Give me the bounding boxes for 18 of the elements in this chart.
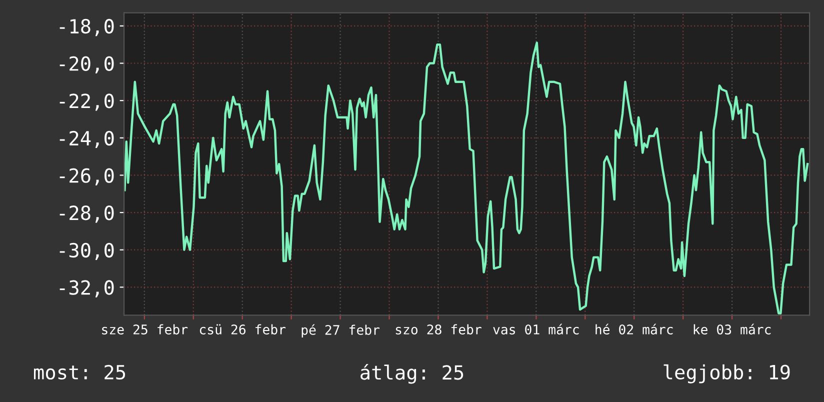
x-tick-label: vas 01 márc	[493, 324, 579, 334]
x-tick-label: csü 26 febr	[200, 324, 286, 334]
y-tick-label: -20,0	[60, 56, 114, 74]
x-tick-label: pé 27 febr	[302, 324, 380, 338]
y-tick-label: -22,0	[60, 94, 114, 111]
x-tick-label: hé 02 márc	[596, 324, 673, 334]
y-tick-label: -18,0	[60, 18, 114, 36]
y-tick-label: -26,0	[60, 168, 114, 186]
text: most: 25	[34, 364, 126, 380]
x-tick-label: sze 25 febr	[102, 324, 188, 334]
text: legjobb: 19	[664, 364, 790, 384]
text: átlag: 25	[360, 364, 464, 384]
x-tick-label: szo 28 febr	[396, 324, 482, 334]
y-tick-label: -30,0	[60, 242, 114, 260]
x-tick-label: ke 03 márc	[694, 324, 771, 334]
y-tick-label: -32,0	[60, 280, 114, 298]
y-tick-label: -24,0	[60, 130, 114, 148]
y-tick-label: -28,0	[60, 206, 114, 223]
